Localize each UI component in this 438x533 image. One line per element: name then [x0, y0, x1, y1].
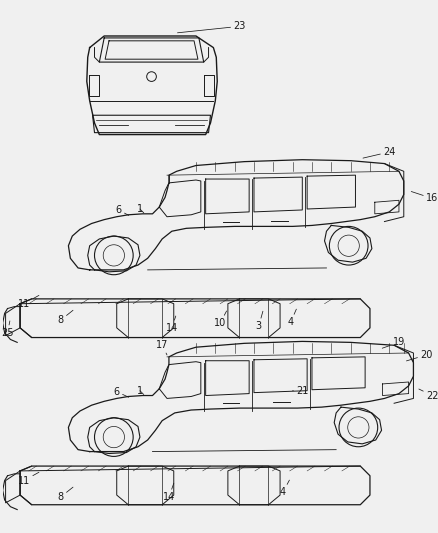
Text: 17: 17	[155, 340, 168, 355]
Text: 21: 21	[292, 386, 308, 395]
Text: 6: 6	[115, 205, 128, 215]
Text: 24: 24	[362, 147, 395, 158]
Text: 11: 11	[18, 472, 39, 486]
Text: 3: 3	[255, 311, 262, 331]
Text: 10: 10	[214, 311, 226, 328]
Text: 23: 23	[177, 21, 245, 33]
Text: 8: 8	[57, 487, 73, 502]
Text: 22: 22	[418, 389, 438, 400]
Text: 16: 16	[410, 191, 437, 204]
Text: 1: 1	[137, 386, 143, 395]
Text: 14: 14	[165, 316, 177, 333]
Text: 19: 19	[381, 337, 404, 348]
Text: 4: 4	[279, 480, 289, 497]
Text: 11: 11	[18, 295, 39, 309]
Text: 6: 6	[113, 386, 128, 397]
Text: 20: 20	[406, 350, 431, 361]
Text: 4: 4	[287, 309, 296, 327]
Text: 14: 14	[162, 483, 175, 502]
Text: 8: 8	[57, 310, 73, 325]
Text: 25: 25	[1, 321, 14, 338]
Text: 1: 1	[137, 204, 143, 214]
